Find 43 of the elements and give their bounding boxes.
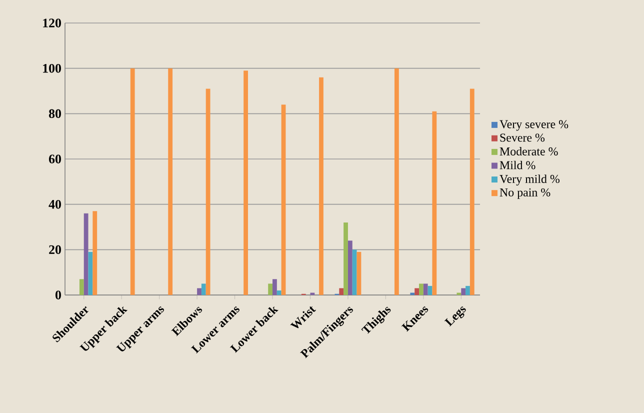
- bar: [244, 70, 248, 295]
- bar: [168, 68, 173, 295]
- bar: [268, 284, 273, 295]
- bar: [356, 252, 362, 295]
- bar: [276, 290, 282, 295]
- bar: [339, 288, 344, 295]
- bar: [344, 222, 348, 295]
- y-tick-label: 60: [48, 154, 61, 164]
- bar: [470, 88, 474, 295]
- bar: [414, 288, 420, 295]
- bar: [201, 284, 206, 295]
- x-tick-label: Legs: [444, 306, 466, 327]
- bar: [352, 250, 357, 295]
- bar: [466, 286, 470, 295]
- bar: [197, 288, 202, 295]
- legend-label: No pain %: [500, 188, 550, 199]
- bar: [319, 77, 324, 295]
- bar: [428, 286, 432, 295]
- y-tick-label: 20: [49, 245, 61, 254]
- bar: [92, 211, 98, 295]
- bar: [432, 111, 437, 295]
- legend-label: Moderate %: [500, 147, 558, 156]
- bar: [348, 240, 352, 295]
- bar: [423, 284, 428, 295]
- bar: [79, 279, 84, 295]
- legend-label: Mild %: [500, 160, 536, 170]
- y-tick-label: 100: [43, 64, 61, 73]
- bar: [206, 88, 210, 295]
- y-tick-label: 120: [43, 18, 61, 28]
- y-tick-label: 0: [56, 290, 61, 300]
- bar: [88, 252, 93, 295]
- bar: [272, 279, 277, 295]
- bar: [130, 68, 135, 295]
- y-tick-label: 40: [48, 200, 61, 209]
- legend-label: Very mild %: [500, 174, 560, 186]
- legend-label: Severe %: [500, 134, 545, 142]
- y-tick-label: 80: [48, 109, 61, 118]
- bar: [281, 104, 286, 295]
- bar: [394, 68, 399, 295]
- bar: [419, 284, 424, 295]
- bar: [461, 288, 466, 295]
- legend-label: Very severe %: [500, 120, 568, 131]
- bar: [84, 213, 88, 295]
